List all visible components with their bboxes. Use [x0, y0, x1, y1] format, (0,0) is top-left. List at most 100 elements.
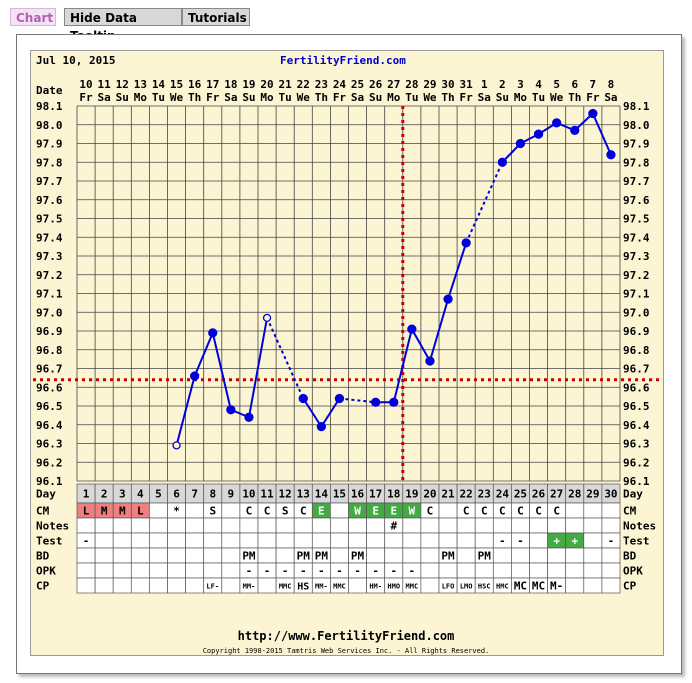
cell-notes: [203, 517, 223, 534]
cell-bd: [185, 547, 205, 564]
cell-value-opk: -: [390, 565, 397, 578]
tab-chart[interactable]: Chart: [10, 8, 56, 26]
weekday-label: Tu: [532, 91, 545, 104]
y-tick-label-left: 96.1: [36, 475, 63, 488]
cell-bd: [420, 547, 440, 564]
cell-value-test: -: [83, 535, 90, 548]
cell-test: [311, 532, 331, 549]
weekday-label: Th: [315, 91, 328, 104]
date-label: 23: [315, 78, 328, 91]
y-tick-label-left: 97.0: [36, 306, 63, 319]
cell-opk: [492, 562, 512, 579]
cell-opk: [94, 562, 114, 579]
cell-bd: [76, 547, 96, 564]
cell-value-cp: HSC: [478, 583, 491, 591]
cell-notes: [583, 517, 603, 534]
cell-bd: [402, 547, 422, 564]
temperature-line-segment: [447, 242, 468, 300]
hide-data-tooltip-button[interactable]: Hide Data Tooltip: [64, 8, 182, 43]
date-row-label: Date: [36, 84, 63, 97]
y-tick-label-right: 97.6: [623, 194, 650, 207]
date-label: 30: [441, 78, 454, 91]
y-tick-label-right: 96.5: [623, 400, 650, 413]
temperature-point: [172, 441, 181, 450]
temperature-point: [606, 150, 616, 160]
tutorials-button[interactable]: Tutorials: [182, 8, 250, 26]
footer-url[interactable]: http://www.FertilityFriend.com: [237, 629, 455, 643]
cell-value-cm: W: [409, 505, 416, 518]
cell-bd: [565, 547, 585, 564]
date-label: 4: [535, 78, 542, 91]
y-tick-label-right: 97.1: [623, 288, 650, 301]
cell-cp: [583, 577, 603, 594]
date-label: 10: [79, 78, 92, 91]
cell-value-opk: -: [372, 565, 379, 578]
cell-value-cp: HM-: [369, 583, 382, 591]
cell-value-cp: MM-: [315, 583, 328, 591]
cell-cm: [185, 502, 205, 519]
date-label: 11: [98, 78, 112, 91]
temperature-point: [407, 324, 417, 334]
cell-value-days: 26: [532, 488, 546, 501]
weekday-label: Th: [188, 91, 201, 104]
cell-notes: [257, 517, 277, 534]
cell-cm: [438, 502, 458, 519]
cell-opk: [511, 562, 530, 579]
y-tick-label-right: 98.0: [623, 119, 650, 132]
temperature-line-segment: [410, 328, 431, 362]
cell-value-days: 8: [209, 488, 216, 501]
cell-value-opk: -: [336, 565, 343, 578]
temperature-line-segment: [266, 317, 305, 399]
cell-value-days: 29: [586, 488, 599, 501]
cell-value-days: 19: [405, 488, 418, 501]
cell-bd: [149, 547, 168, 564]
cell-bd: [511, 547, 530, 564]
cell-test: [203, 532, 223, 549]
row-label-opk: OPK: [36, 565, 56, 578]
weekday-label: We: [297, 91, 311, 104]
cell-value-cm: E: [372, 505, 379, 518]
cell-opk: [112, 562, 132, 579]
y-tick-label-left: 97.2: [36, 269, 63, 282]
chart-date: Jul 10, 2015: [36, 54, 116, 67]
cell-value-cm: C: [481, 505, 488, 518]
temperature-point: [189, 371, 200, 381]
y-tick-label-left: 96.7: [36, 363, 63, 376]
y-tick-label-right: 97.2: [623, 269, 650, 282]
cell-cp: [565, 577, 585, 594]
cell-value-cp: HMO: [387, 583, 400, 591]
cell-bd: [94, 547, 114, 564]
weekday-label: Sa: [98, 91, 111, 104]
cell-value-opk: -: [264, 565, 271, 578]
cell-value-days: 7: [191, 488, 198, 501]
y-tick-label-right: 97.8: [623, 156, 650, 169]
cell-bd: [112, 547, 132, 564]
temperature-line-segment: [339, 397, 376, 404]
row-label-cp: CP: [36, 580, 50, 593]
cell-value-cm: E: [390, 505, 397, 518]
row-label-right-notes: Notes: [623, 520, 656, 533]
cell-notes: [185, 517, 205, 534]
cell-opk: [149, 562, 168, 579]
cell-test: [221, 532, 241, 549]
cell-value-bd: PM: [315, 550, 329, 563]
y-tick-label-left: 97.1: [36, 288, 63, 301]
temperature-line-segment: [302, 397, 323, 428]
cell-cm: [565, 502, 585, 519]
cell-test: [330, 532, 349, 549]
temperature-point: [515, 138, 526, 149]
cell-bd: [130, 547, 150, 564]
cell-value-cp: MMC: [406, 583, 419, 591]
y-tick-label-left: 96.4: [36, 419, 63, 432]
footer-copyright: Copyright 1998-2015 Tamtris Web Services…: [202, 647, 490, 655]
cell-value-opk: -: [409, 565, 416, 578]
cell-notes: [130, 517, 150, 534]
cell-value-cm: C: [517, 505, 524, 518]
cell-bd: [529, 547, 548, 564]
cell-notes: [94, 517, 114, 534]
cell-value-cp: MC: [532, 580, 545, 593]
weekday-label: Sa: [478, 91, 491, 104]
y-tick-label-right: 97.7: [623, 175, 650, 188]
cell-bd: [547, 547, 567, 564]
cell-notes: [112, 517, 132, 534]
